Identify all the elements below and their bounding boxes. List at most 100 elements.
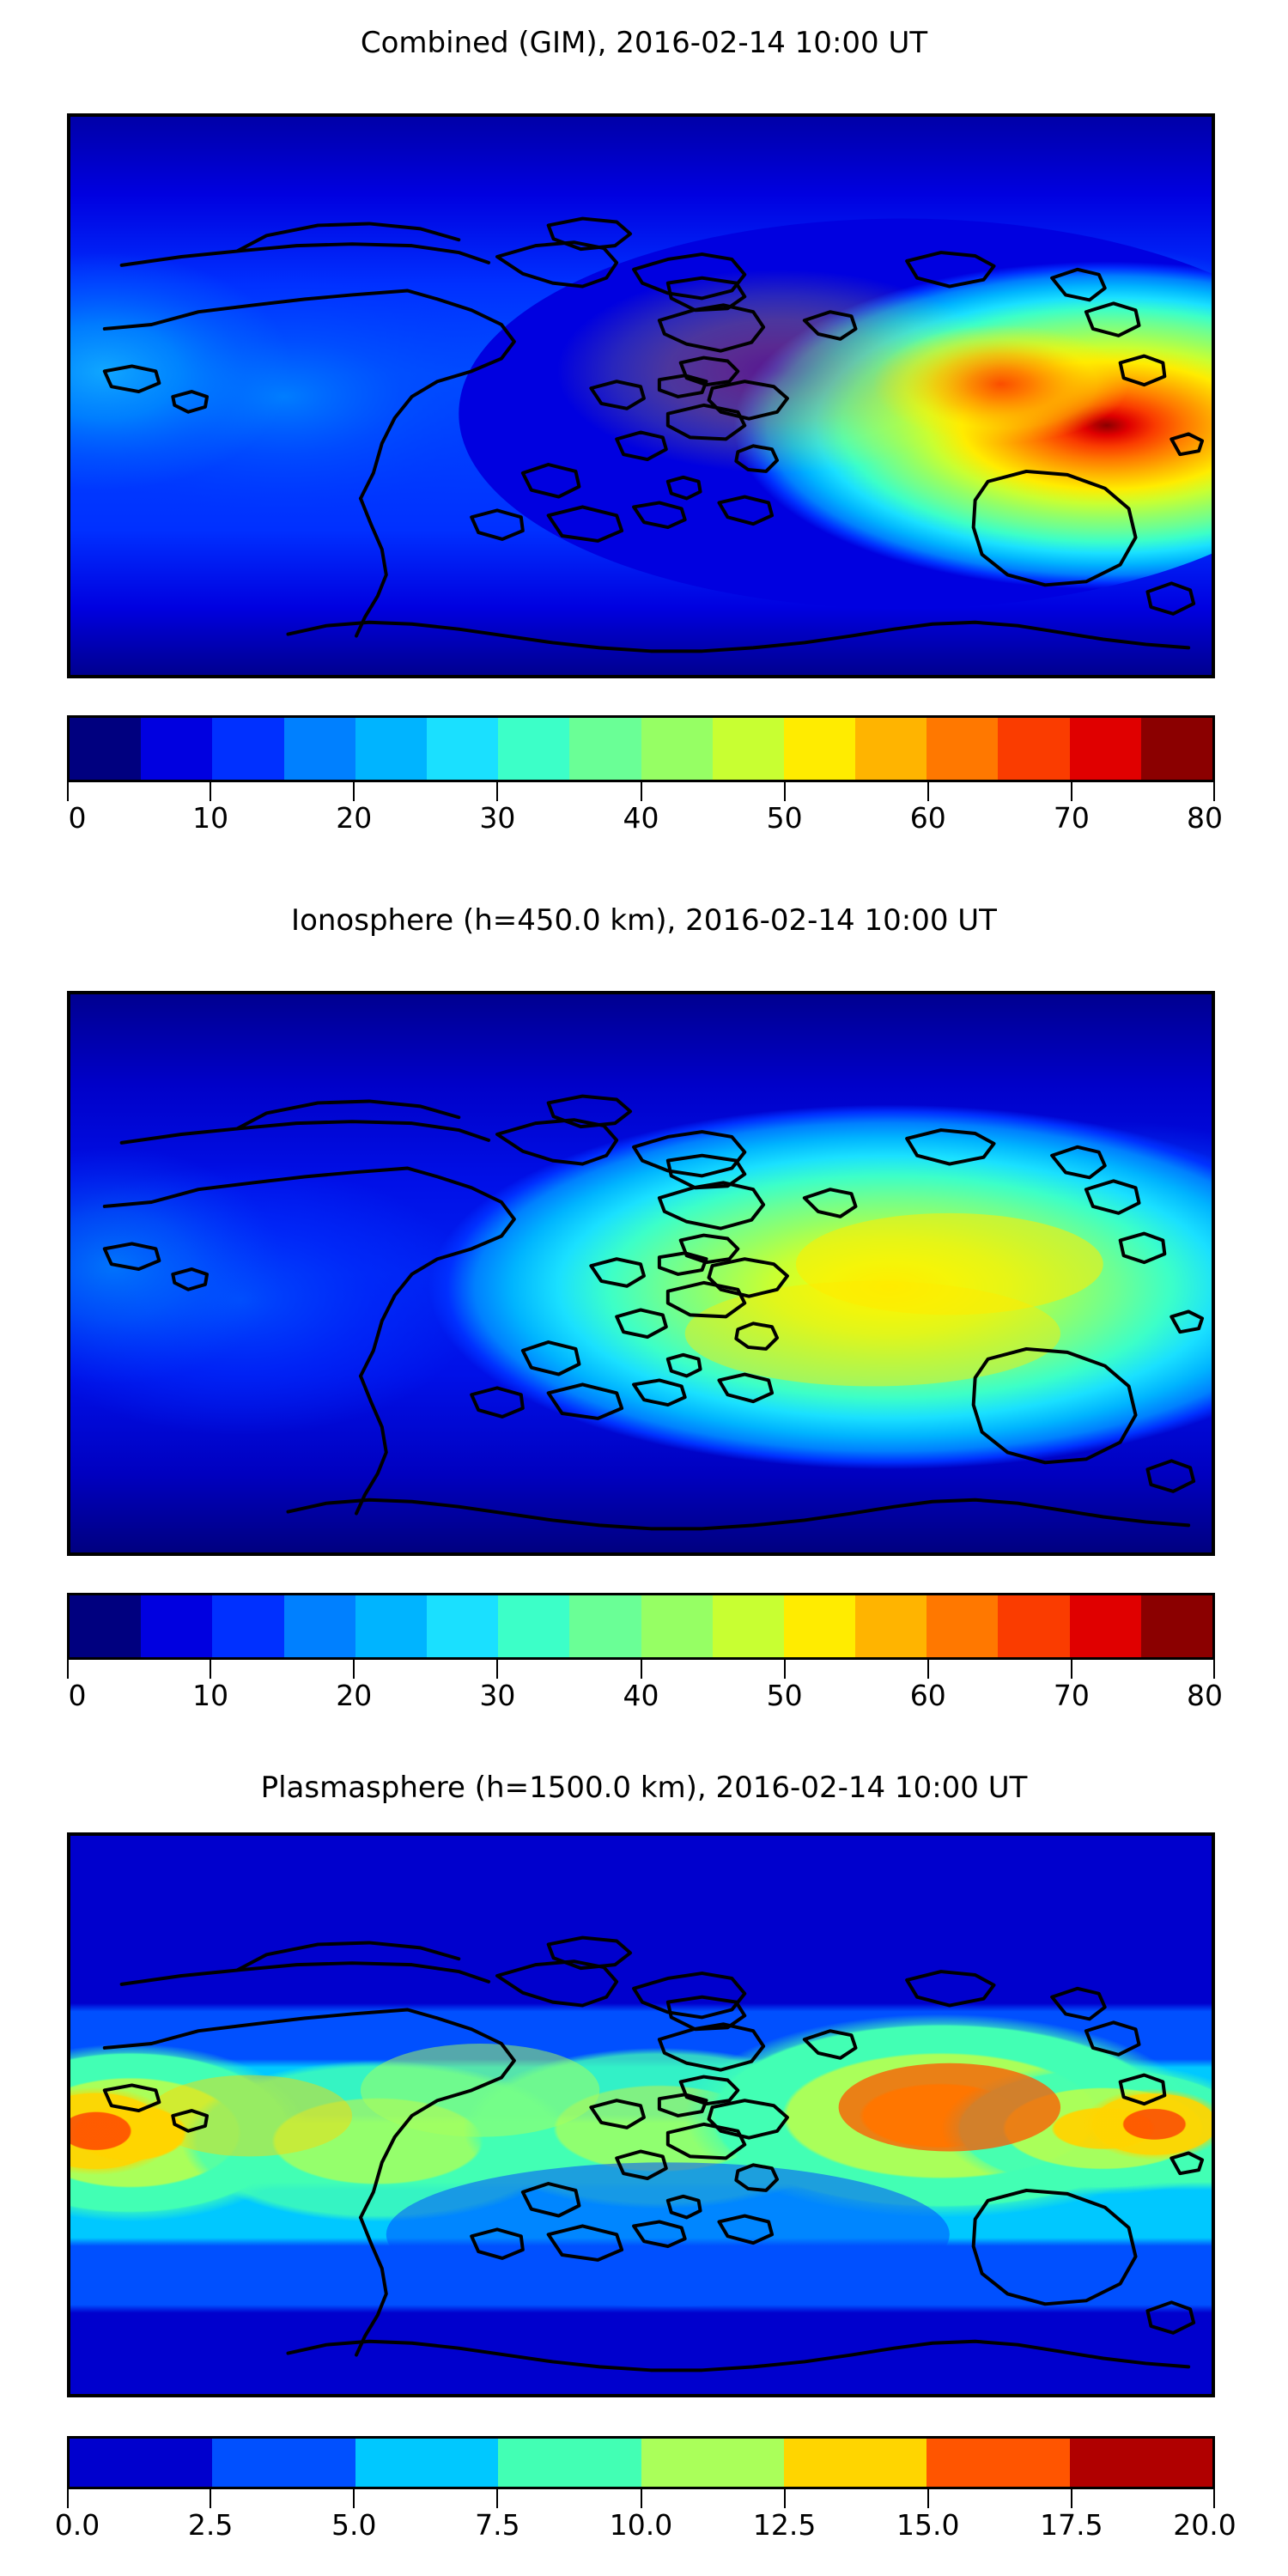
colorbar-tick-label: 40 — [623, 1679, 659, 1712]
colorbar-band — [70, 718, 142, 780]
colorbar-tick — [640, 2489, 642, 2508]
colorbar-band — [141, 1595, 213, 1657]
colorbar-band — [355, 718, 427, 780]
colorbar-tick — [67, 1660, 69, 1679]
colorbar-tick — [353, 782, 355, 801]
colorbar-tick — [927, 782, 929, 801]
colorbar-tick-label: 10 — [192, 1679, 229, 1712]
panel-title-combined: Combined (GIM), 2016-02-14 10:00 UT — [360, 26, 928, 60]
colorbar-tick — [640, 782, 642, 801]
colorbar-band — [426, 1595, 499, 1657]
colorbar-band — [1069, 718, 1141, 780]
colorbar-tick — [67, 2489, 69, 2508]
colorbar-tick-label: 70 — [1053, 1679, 1090, 1712]
panel-combined-gim: Combined (GIM), 2016-02-14 10:00 UT — [0, 0, 1288, 867]
panel-title-plasmasphere: Plasmasphere (h=1500.0 km), 2016-02-14 1… — [260, 1771, 1028, 1805]
colorbar-band — [1069, 2439, 1212, 2487]
colorbar-tick-label: 5.0 — [331, 2508, 377, 2542]
colorbar-band — [783, 1595, 856, 1657]
colorbar-tick-label: 17.5 — [1040, 2508, 1103, 2542]
colorbar-tick-label: 0.0 — [54, 2508, 100, 2542]
colorbar-band — [783, 2439, 927, 2487]
colorbar-band — [426, 718, 499, 780]
coastlines-ionosphere — [102, 1094, 1205, 1531]
colorbar-tick — [353, 1660, 355, 1679]
coastlines-combined — [102, 216, 1205, 653]
colorbar-tick — [210, 782, 212, 801]
colorbar-tick — [1213, 782, 1215, 801]
colorbar-tick-label: 0 — [68, 1679, 87, 1712]
colorbar-band — [355, 2439, 499, 2487]
colorbar-tick-label: 80 — [1187, 801, 1223, 835]
map-canvas-plasmasphere — [70, 1836, 1212, 2394]
map-ionosphere — [67, 991, 1215, 1556]
colorbar-tick-label: 10.0 — [609, 2508, 673, 2542]
colorbar-tick-label: 15.0 — [896, 2508, 960, 2542]
colorbar-band — [355, 1595, 427, 1657]
map-combined-gim — [67, 113, 1215, 678]
colorbar-tick — [210, 2489, 212, 2508]
panel-title-ionosphere: Ionosphere (h=450.0 km), 2016-02-14 10:0… — [291, 903, 997, 938]
colorbar-plasmasphere: 0.0 2.5 5.0 7.5 10.0 12.5 15.0 17.5 20.0 — [55, 2436, 1236, 2548]
colorbar-band — [641, 1595, 713, 1657]
colorbar-strip-ionosphere — [67, 1593, 1215, 1660]
colorbar-combined: 0 10 20 30 40 50 60 70 80 — [67, 715, 1223, 835]
colorbar-labels-plasmasphere: 0.0 2.5 5.0 7.5 10.0 12.5 15.0 17.5 20.0 — [55, 2508, 1236, 2546]
panel-plasmasphere: Plasmasphere (h=1500.0 km), 2016-02-14 1… — [0, 1755, 1288, 2576]
colorbar-band — [927, 2439, 1070, 2487]
colorbar-band — [70, 2439, 213, 2487]
colorbar-tick-label: 20 — [336, 1679, 373, 1712]
colorbar-labels-ionosphere: 0 10 20 30 40 50 60 70 80 — [67, 1679, 1224, 1716]
colorbar-tick-label: 70 — [1053, 801, 1090, 835]
colorbar-tick — [783, 782, 786, 801]
colorbar-tick-label: 40 — [623, 801, 659, 835]
colorbar-labels-combined: 0 10 20 30 40 50 60 70 80 — [67, 801, 1224, 839]
map-canvas-ionosphere — [70, 994, 1212, 1552]
colorbar-tick — [210, 1660, 212, 1679]
colorbar-tick-label: 80 — [1187, 1679, 1223, 1712]
colorbar-band — [998, 1595, 1070, 1657]
colorbar-tick — [1070, 782, 1072, 801]
colorbar-band — [283, 718, 355, 780]
colorbar-tick-label: 20 — [336, 801, 373, 835]
colorbar-band — [927, 1595, 999, 1657]
colorbar-tick — [1213, 2489, 1215, 2508]
colorbar-band — [212, 718, 284, 780]
colorbar-band — [212, 1595, 284, 1657]
colorbar-tick — [640, 1660, 642, 1679]
colorbar-tick-label: 20.0 — [1173, 2508, 1236, 2542]
panel-ionosphere: Ionosphere (h=450.0 km), 2016-02-14 10:0… — [0, 878, 1288, 1745]
colorbar-tick-label: 10 — [192, 801, 229, 835]
colorbar-tick — [353, 2489, 355, 2508]
colorbar-band — [1140, 718, 1212, 780]
colorbar-band — [212, 2439, 355, 2487]
colorbar-tick — [783, 2489, 786, 2508]
map-canvas-combined — [70, 117, 1212, 675]
colorbar-band — [855, 718, 927, 780]
colorbar-tick-label: 30 — [479, 1679, 516, 1712]
colorbar-band — [855, 1595, 927, 1657]
colorbar-band — [927, 718, 999, 780]
colorbar-band — [141, 718, 213, 780]
colorbar-band — [641, 2439, 784, 2487]
colorbar-tick-label: 50 — [766, 801, 803, 835]
colorbar-tick — [496, 782, 499, 801]
colorbar-band — [641, 718, 713, 780]
colorbar-band — [1140, 1595, 1212, 1657]
colorbar-tick — [1070, 1660, 1072, 1679]
colorbar-tick — [927, 2489, 929, 2508]
colorbar-tick-label: 30 — [479, 801, 516, 835]
colorbar-band — [998, 718, 1070, 780]
colorbar-tick — [496, 1660, 499, 1679]
colorbar-band — [783, 718, 856, 780]
colorbar-band — [283, 1595, 355, 1657]
colorbar-band — [712, 718, 784, 780]
colorbar-tick — [1070, 2489, 1072, 2508]
colorbar-ticks-combined — [67, 782, 1215, 801]
colorbar-tick-label: 12.5 — [752, 2508, 817, 2542]
colorbar-band — [498, 718, 570, 780]
coastlines-plasmasphere — [102, 1935, 1205, 2372]
colorbar-band — [498, 2439, 641, 2487]
map-plasmasphere — [67, 1832, 1215, 2397]
